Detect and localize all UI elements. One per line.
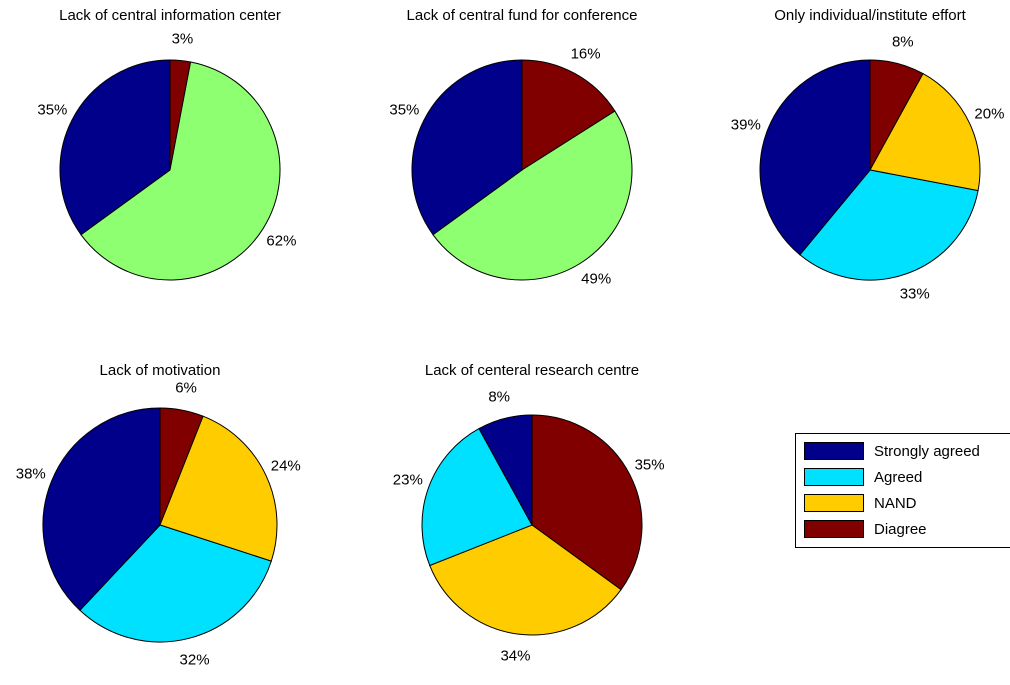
- slice-label: 3%: [171, 30, 194, 48]
- legend-item-diagree: Diagree: [804, 519, 927, 539]
- pie-slice: [80, 61, 281, 281]
- pie-slice: [411, 59, 523, 236]
- slice-label: 38%: [15, 465, 46, 483]
- legend: Strongly agreed Agreed NAND Diagree: [795, 433, 1010, 548]
- pie-slice: [59, 59, 171, 236]
- pie-slice: [869, 72, 981, 192]
- legend-swatch: [804, 468, 864, 486]
- slice-label: 33%: [899, 285, 930, 303]
- slice-label: 8%: [488, 388, 511, 406]
- slice-label: 49%: [581, 270, 612, 288]
- slice-label: 35%: [389, 101, 420, 119]
- slice-label: 23%: [392, 471, 423, 489]
- pie-slice: [759, 59, 871, 256]
- slice-label: 16%: [570, 45, 601, 63]
- slice-label: 24%: [270, 457, 301, 475]
- slice-label: 39%: [730, 116, 761, 134]
- slice-label: 35%: [634, 456, 665, 474]
- pie-slice: [799, 169, 979, 281]
- legend-item-agreed: Agreed: [804, 467, 922, 487]
- legend-label: NAND: [874, 494, 917, 512]
- slice-label: 32%: [179, 651, 210, 669]
- pie-slice: [478, 414, 533, 526]
- pie-slice: [521, 59, 616, 171]
- pie-slice: [421, 427, 533, 567]
- pie-slice: [159, 415, 278, 562]
- legend-item-strongly-agreed: Strongly agreed: [804, 441, 980, 461]
- slice-label: 34%: [500, 647, 531, 665]
- pie-title: Lack of central information center: [59, 7, 281, 24]
- legend-label: Agreed: [874, 468, 923, 486]
- slice-label: 35%: [37, 101, 68, 119]
- slice-label: 8%: [891, 33, 914, 51]
- pie-title: Lack of motivation: [99, 362, 221, 379]
- slice-label: 62%: [266, 232, 297, 250]
- pie-slice: [531, 414, 643, 591]
- legend-swatch: [804, 442, 864, 460]
- pie-slice: [79, 524, 272, 643]
- legend-label: Strongly agreed: [874, 442, 980, 460]
- slice-label: 6%: [175, 379, 197, 397]
- pie-title: Only individual/institute effort: [774, 7, 966, 24]
- legend-item-nand: NAND: [804, 493, 917, 513]
- legend-label: Diagree: [874, 520, 927, 538]
- pie-title: Lack of central fund for conference: [406, 7, 638, 24]
- pie-slice: [429, 524, 622, 636]
- slice-label: 20%: [974, 105, 1005, 123]
- pie-title: Lack of centeral research centre: [424, 362, 640, 379]
- pie-slice: [432, 110, 633, 281]
- legend-swatch: [804, 494, 864, 512]
- legend-swatch: [804, 520, 864, 538]
- pie-slice: [42, 407, 161, 611]
